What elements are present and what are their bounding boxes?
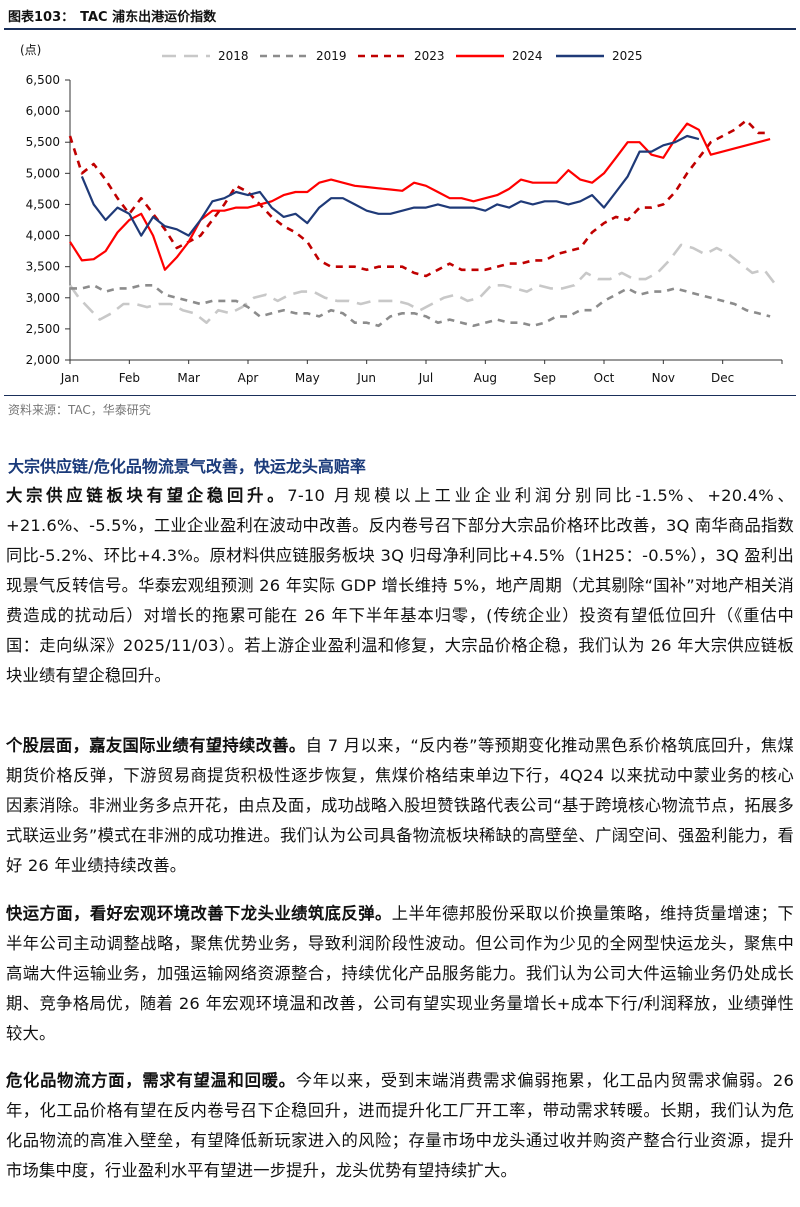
- y-tick-label: 5,000: [26, 166, 60, 180]
- section-title: 大宗供应链/危化品物流景气改善，快运龙头高赔率: [8, 457, 366, 476]
- paragraph-lead: 危化品物流方面，需求有望温和回暖。: [6, 1071, 296, 1090]
- paragraph-body: 今年以来，受到末端消费需求偏弱拖累，化工品内贸需求偏弱。26 年，化工品价格有望…: [6, 1071, 794, 1180]
- legend-label-2023: 2023: [414, 49, 445, 63]
- y-tick-label: 3,500: [26, 260, 60, 274]
- paragraph-lead: 快运方面，看好宏观环境改善下龙头业绩筑底反弹。: [6, 904, 392, 923]
- figure-title-text: TAC 浦东出港运价指数: [80, 10, 217, 25]
- paragraph-lead: 大宗供应链板块有望企稳回升。: [6, 486, 288, 505]
- figure-bottom-rule: [4, 395, 796, 396]
- x-tick-label: Apr: [238, 371, 259, 385]
- y-tick-label: 2,000: [26, 353, 60, 367]
- x-tick-label: Aug: [474, 371, 497, 385]
- y-tick-label: 6,500: [26, 73, 60, 87]
- x-tick-label: Dec: [711, 371, 734, 385]
- y-tick-label: 4,500: [26, 197, 60, 211]
- y-axis-unit-label: (点): [20, 43, 41, 57]
- x-tick-label: Oct: [594, 371, 615, 385]
- legend-label-2025: 2025: [612, 49, 643, 63]
- y-tick-label: 6,000: [26, 104, 60, 118]
- x-tick-label: Sep: [533, 371, 556, 385]
- series-line-2018: [68, 243, 778, 325]
- x-tick-label: Mar: [177, 371, 200, 385]
- figure-title: 图表103： TAC 浦东出港运价指数: [8, 6, 216, 25]
- x-tick-label: Nov: [652, 371, 675, 385]
- paragraph-express-freight: 快运方面，看好宏观环境改善下龙头业绩筑底反弹。上半年德邦股份采取以价换量策略，维…: [6, 899, 794, 1049]
- paragraph-hazardous-chemicals: 危化品物流方面，需求有望温和回暖。今年以来，受到末端消费需求偏弱拖累，化工品内贸…: [6, 1066, 794, 1186]
- x-tick-label: Jan: [60, 371, 80, 385]
- paragraph-bulk-supply-chain: 大宗供应链板块有望企稳回升。7-10 月规模以上工业企业利润分别同比-1.5%、…: [6, 481, 794, 691]
- series-line-2025: [80, 134, 700, 237]
- y-tick-label: 4,000: [26, 229, 60, 243]
- series-line-2019: [70, 284, 771, 328]
- x-tick-label: May: [295, 371, 320, 385]
- figure-top-rule: [4, 28, 796, 30]
- y-tick-label: 5,500: [26, 135, 60, 149]
- legend-label-2018: 2018: [218, 49, 249, 63]
- figure-label: 图表103：: [8, 10, 75, 25]
- y-tick-label: 3,000: [26, 291, 60, 305]
- figure-source: 资料来源：TAC，华泰研究: [8, 403, 151, 417]
- freight-index-line-chart: (点) 2,000 2,500 3,000 3,500 4,000 4,500 5,000 5,…: [20, 43, 783, 385]
- series-line-2024: [69, 122, 771, 271]
- legend-label-2024: 2024: [512, 49, 543, 63]
- y-tick-label: 2,500: [26, 322, 60, 336]
- legend-label-2019: 2019: [316, 49, 347, 63]
- x-tick-label: Jun: [356, 371, 376, 385]
- paragraph-body: 上半年德邦股份采取以价换量策略，维持货量增速；下半年公司主动调整战略，聚焦优势业…: [6, 904, 794, 1043]
- x-tick-label: Feb: [119, 371, 140, 385]
- paragraph-jiayou-international: 个股层面，嘉友国际业绩有望持续改善。自 7 月以来，“反内卷”等预期变化推动黑色…: [6, 731, 794, 881]
- paragraph-body: 7-10 月规模以上工业企业利润分别同比-1.5%、+20.4%、+21.6%、…: [6, 486, 794, 685]
- paragraph-body: 自 7 月以来，“反内卷”等预期变化推动黑色系价格筑底回升，焦煤期货价格反弹，下…: [6, 736, 794, 875]
- x-tick-label: Jul: [418, 371, 433, 385]
- paragraph-lead: 个股层面，嘉友国际业绩有望持续改善。: [6, 736, 306, 755]
